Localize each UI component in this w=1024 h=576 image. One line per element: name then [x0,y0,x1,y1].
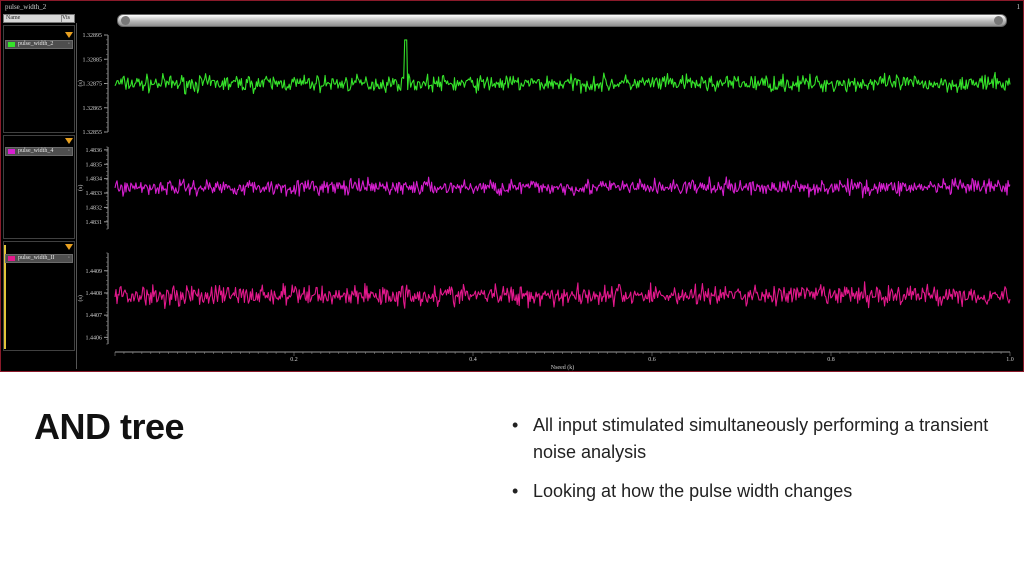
waveform-chart: 1.328551.328651.328751.328851.32895(s)1.… [77,33,1014,371]
eye-icon[interactable]: ◦ [67,148,70,154]
legend-header-divider [61,15,62,22]
x-tick-label: 0.2 [290,357,298,363]
slide-title: AND tree [34,406,185,447]
y-tick-label: 1.32895 [83,33,103,39]
y-axis-label: (s) [77,80,84,86]
signal-color-swatch [8,256,15,261]
series-line-pulse_width_II [114,281,1011,310]
legend-header-name: Name [6,15,21,21]
legend-signal-label: pulse_width_4 [18,148,54,154]
y-tick-label: 1.4831 [86,220,103,226]
selection-marker [4,245,6,349]
series-line-pulse_width_4 [114,176,1011,199]
legend-signal-label: pulse_width_II [18,255,55,261]
legend-group-3 [3,241,75,351]
y-tick-label: 1.4832 [86,205,103,211]
x-tick-label: 0.4 [469,357,477,363]
y-tick-label: 1.4406 [86,335,103,341]
window-corner-label: 1 [1016,3,1021,11]
y-tick-label: 1.4835 [86,162,103,168]
legend-signal-pulse-width-II[interactable]: pulse_width_II ◦ [5,254,73,263]
horizontal-scrollbar[interactable] [117,14,1007,27]
legend-signal-label: pulse_width_2 [18,41,54,47]
eye-icon[interactable]: ◦ [67,41,70,47]
signal-color-swatch [8,42,15,47]
signal-color-swatch [8,149,15,154]
y-tick-label: 1.4833 [86,191,103,197]
legend-signal-pulse-width-2[interactable]: pulse_width_2 ◦ [5,40,73,49]
scrollbar-right-handle[interactable] [994,16,1003,25]
y-tick-label: 1.32875 [83,82,103,88]
waveform-viewer-window: pulse_width_2 1 Name Vis pulse_width_2 ◦… [0,0,1024,372]
eye-icon[interactable]: ◦ [67,255,70,261]
filter-funnel-icon[interactable] [65,138,73,144]
series-line-pulse_width_2 [114,39,1011,95]
legend-group-2 [3,135,75,239]
legend-signal-pulse-width-4[interactable]: pulse_width_4 ◦ [5,147,73,156]
y-axis-label: (s) [77,295,84,301]
y-tick-label: 1.4408 [86,291,103,297]
legend-header-visible: Vis [62,15,70,21]
y-tick-label: 1.4409 [86,269,103,275]
bullet-item: Looking at how the pulse width changes [512,478,992,505]
y-tick-label: 1.4834 [86,177,103,183]
y-tick-label: 1.4836 [86,148,103,154]
x-axis-label: Nseed (k) [551,364,575,371]
legend-divider [76,23,77,369]
filter-funnel-icon[interactable] [65,244,73,250]
scrollbar-left-handle[interactable] [121,16,130,25]
legend-header: Name Vis [3,14,75,23]
filter-funnel-icon[interactable] [65,32,73,38]
y-tick-label: 1.32885 [83,57,103,63]
y-axis-label: (s) [77,185,84,191]
y-tick-label: 1.4407 [86,313,103,319]
x-tick-label: 1.0 [1006,357,1014,363]
x-tick-label: 0.6 [648,357,656,363]
bullet-item: All input stimulated simultaneously perf… [512,412,992,466]
window-title: pulse_width_2 [5,3,47,11]
x-tick-label: 0.8 [827,357,835,363]
y-tick-label: 1.32855 [83,130,103,136]
legend-group-1 [3,25,75,133]
y-tick-label: 1.32865 [83,106,103,112]
slide-bullet-list: All input stimulated simultaneously perf… [512,412,992,517]
